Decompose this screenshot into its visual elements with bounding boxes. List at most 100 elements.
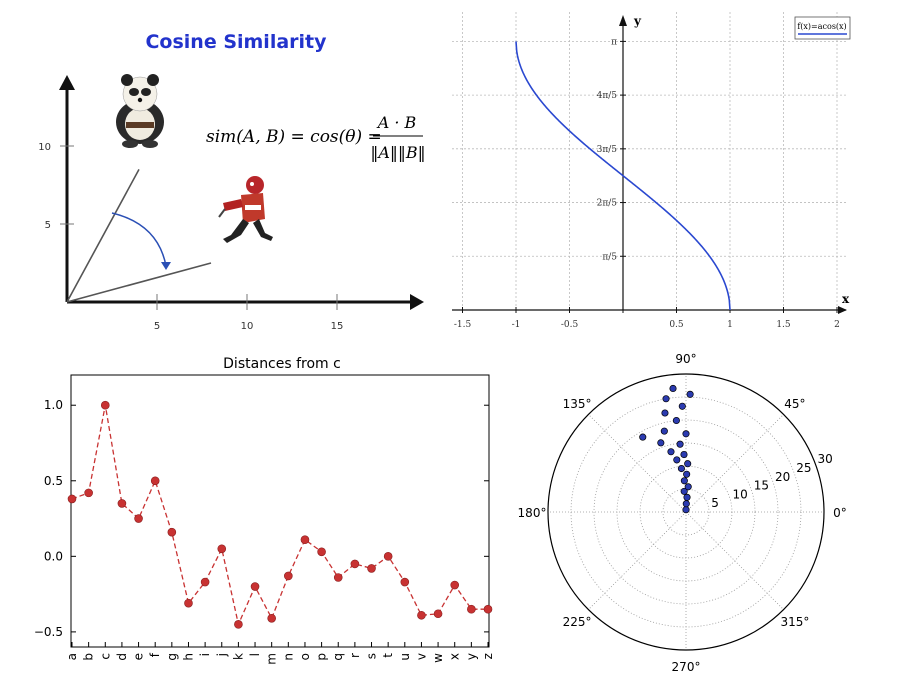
scatter-point	[680, 487, 688, 495]
x-axis-label: x	[842, 292, 850, 306]
x-tick-label: q	[331, 653, 345, 661]
x-tick-label: 5	[154, 321, 160, 332]
scatter-point	[667, 448, 675, 456]
scatter-point	[682, 506, 690, 514]
x-tick-label: 15	[331, 321, 344, 332]
y-tick-label: 5	[45, 220, 51, 231]
x-tick-label: j	[215, 653, 229, 657]
angle-label: 45°	[784, 397, 805, 411]
data-point	[184, 598, 193, 608]
radial-grid-circle	[616, 442, 756, 582]
y-axis-arrow	[59, 75, 75, 90]
grid	[452, 12, 848, 310]
data-point	[383, 552, 393, 561]
data-point	[367, 564, 376, 573]
x-axis-arrow	[838, 306, 847, 314]
x-tick-label: h	[181, 653, 195, 661]
data-point	[450, 580, 460, 590]
angle-label: 90°	[675, 352, 696, 366]
data-point	[417, 610, 426, 620]
y-tick-label: 10	[38, 142, 51, 153]
x-axis-arrow	[410, 294, 424, 310]
axes	[452, 15, 847, 314]
vector-line	[66, 262, 212, 303]
data-point	[433, 609, 443, 619]
radial-tick-label: 5	[711, 496, 719, 510]
data-point	[284, 571, 293, 581]
data-point	[483, 604, 493, 614]
legend: f(x)=acos(x)	[794, 16, 851, 40]
angle-label: 135°	[563, 397, 592, 411]
angle-label: 0°	[833, 506, 847, 520]
x-tick-label: t	[381, 653, 395, 658]
x-tick-label: f	[148, 652, 162, 657]
chart-title: Distances from c	[223, 356, 341, 372]
legend-label: f(x)=acos(x)	[797, 22, 846, 31]
data-point	[84, 488, 93, 498]
data-point	[100, 400, 110, 410]
radial-tick-labels: 5 10 15 20 25 30	[711, 452, 833, 510]
x-tick-label: e	[132, 653, 146, 660]
scatter-points	[639, 384, 694, 514]
series-points	[67, 400, 493, 629]
data-point	[150, 476, 160, 486]
x-tick-label: 0.5	[669, 320, 684, 330]
scatter-point	[680, 477, 688, 485]
scatter-point	[672, 416, 680, 425]
data-point	[267, 613, 276, 623]
x-tick-label: m	[265, 653, 279, 665]
y-tick-label: 4π/5	[597, 91, 618, 101]
acos-curve	[515, 41, 731, 311]
y-tick-label: 1.0	[44, 398, 63, 412]
x-tick-label: u	[398, 653, 412, 661]
x-tick-label: a	[65, 653, 79, 660]
angle-arrowhead	[161, 262, 171, 270]
x-tick-label: n	[281, 653, 295, 661]
polar-grid	[547, 373, 825, 651]
scatter-point	[684, 483, 692, 491]
scatter-point	[682, 430, 690, 438]
radial-grid-circle	[662, 488, 710, 536]
data-point	[117, 499, 127, 508]
scatter-point	[657, 439, 665, 447]
x-tick-label: o	[298, 653, 312, 660]
x-tick-label: v	[414, 653, 428, 660]
scatter-point	[669, 384, 677, 393]
axes	[59, 75, 424, 310]
x-tick-label: -1.5	[454, 320, 472, 330]
y-tick-label: π	[611, 37, 617, 47]
x-tick-label: p	[315, 653, 329, 661]
x-tick-label: c	[98, 653, 112, 660]
scatter-point	[683, 493, 691, 501]
data-point	[134, 514, 143, 523]
data-point	[300, 535, 310, 545]
data-point	[200, 577, 210, 587]
x-tick-labels: -1.5 -1 -0.5 0.5 1 1.5 2	[454, 307, 840, 330]
y-tick-label: π/5	[602, 252, 617, 262]
y-tick-label: −0.5	[34, 625, 63, 639]
scatter-point	[686, 390, 694, 398]
scatter-point	[682, 500, 690, 508]
scatter-point	[684, 460, 692, 468]
data-point	[317, 547, 326, 557]
x-tick-label: 2	[834, 320, 840, 330]
cosine-formula: sim(A, B) = cos(θ) = A · B ‖A‖‖B‖	[206, 113, 426, 162]
polar-frame	[547, 373, 825, 651]
x-tick-label: -1	[512, 320, 521, 330]
scatter-point	[677, 464, 685, 473]
chart-title: Cosine Similarity	[145, 31, 327, 53]
x-tick-label: r	[348, 653, 362, 658]
angle-label: 225°	[563, 615, 592, 629]
x-tick-label: 1	[727, 320, 733, 330]
data-point	[400, 577, 410, 587]
angle-arc	[111, 212, 167, 267]
formula-numerator: A · B	[376, 113, 417, 132]
vectors	[66, 169, 212, 303]
scatter-point	[678, 402, 686, 410]
y-tick-labels: π/5 2π/5 3π/5 4π/5 π	[597, 37, 626, 262]
scatter-point	[676, 440, 684, 448]
acos-plot-panel: -1.5 -1 -0.5 0.5 1 1.5 2 π/52π/53π/54π/5π x y …	[452, 12, 851, 330]
formula-denominator: ‖A‖‖B‖	[370, 143, 425, 162]
